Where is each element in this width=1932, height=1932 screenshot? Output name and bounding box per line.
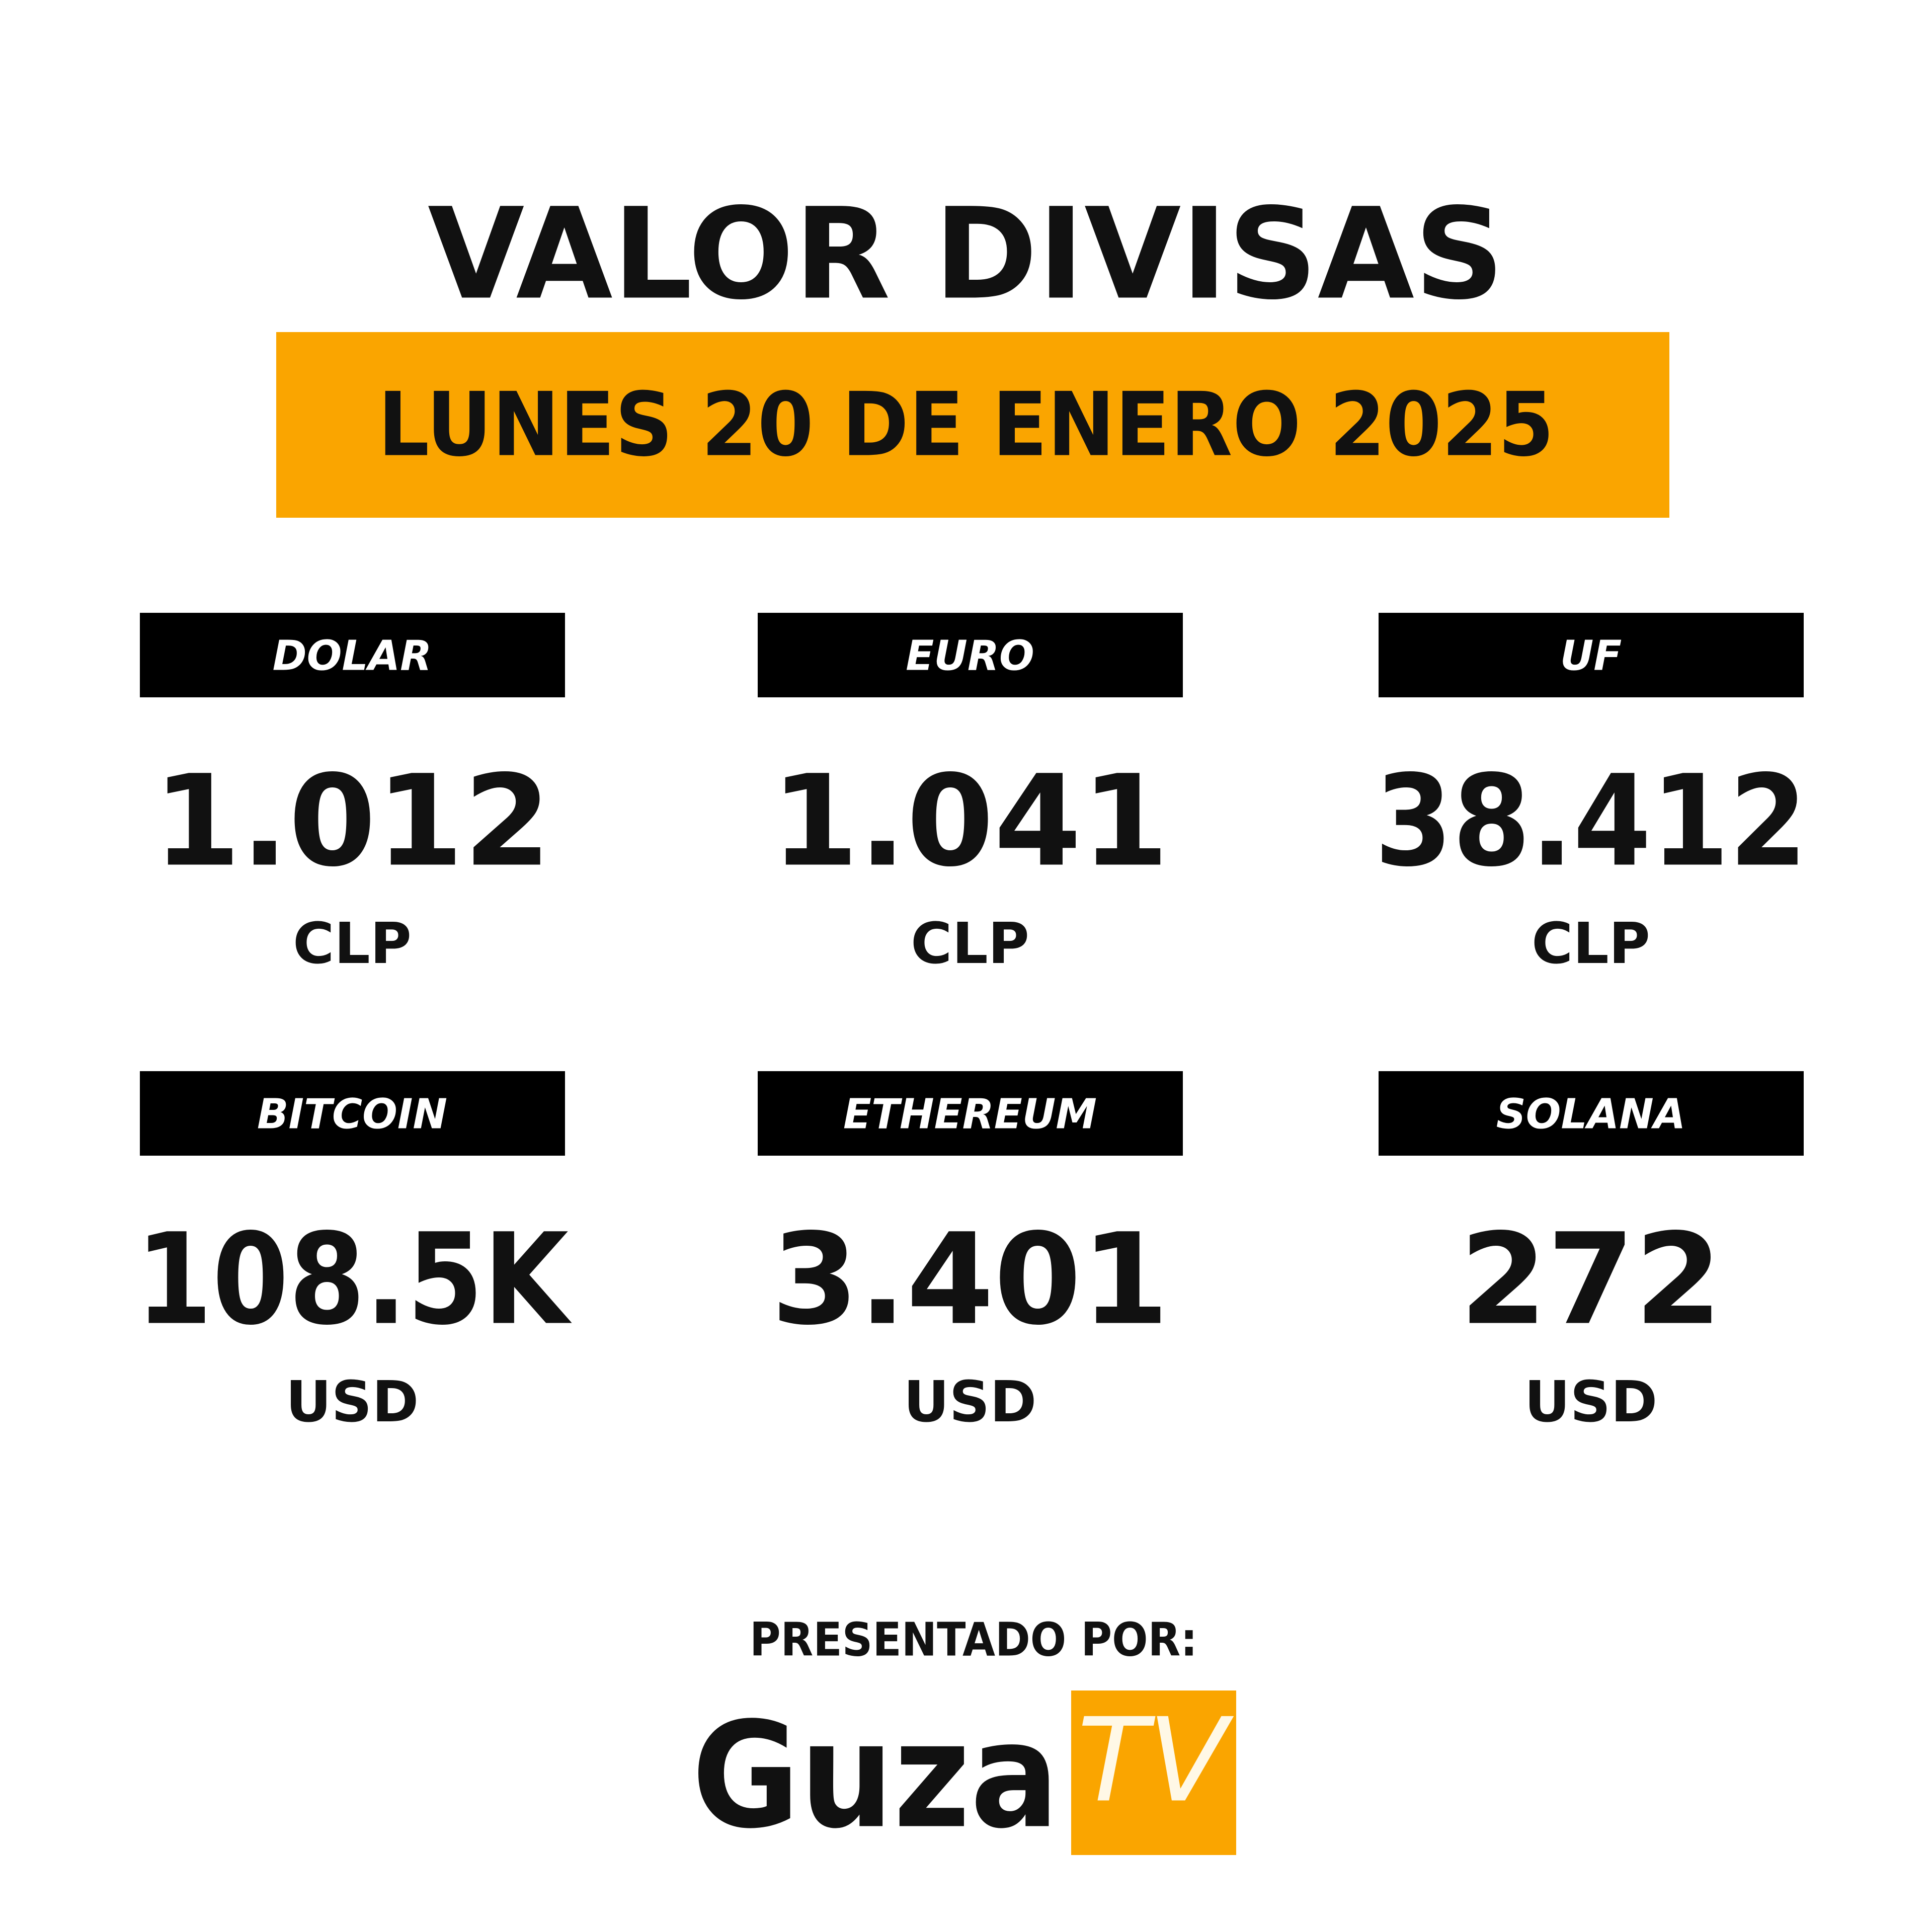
item-unit: CLP bbox=[1532, 911, 1650, 977]
brand-box bbox=[1071, 1691, 1236, 1855]
item-value: 1.041 bbox=[771, 748, 1169, 895]
item-value: 3.401 bbox=[771, 1206, 1169, 1353]
item-name: UF bbox=[1560, 632, 1622, 680]
item-label-box bbox=[1379, 613, 1804, 697]
item-label-box bbox=[758, 613, 1183, 697]
item-label-box bbox=[758, 1071, 1183, 1156]
item-value: 1.012 bbox=[153, 748, 551, 895]
date: LUNES 20 DE ENERO 2025 bbox=[378, 374, 1554, 476]
item-label-box bbox=[1379, 1071, 1804, 1156]
item-unit: CLP bbox=[911, 911, 1029, 977]
item-name: ETHEREUM bbox=[843, 1091, 1097, 1139]
item-name: BITCOIN bbox=[257, 1091, 447, 1139]
item-value: 272 bbox=[1460, 1206, 1722, 1353]
date-banner bbox=[276, 332, 1669, 518]
brand-tag: TV bbox=[1077, 1694, 1234, 1828]
brand: Guza bbox=[692, 1692, 1059, 1861]
item-unit: USD bbox=[904, 1370, 1037, 1435]
item-name: SOLANA bbox=[1496, 1091, 1686, 1139]
item-unit: USD bbox=[286, 1370, 419, 1435]
item-unit: USD bbox=[1524, 1370, 1658, 1435]
item-name: DOLAR bbox=[273, 632, 432, 680]
item-value: 38.412 bbox=[1375, 748, 1807, 895]
item-label-box bbox=[140, 1071, 565, 1156]
item-value: 108.5K bbox=[136, 1206, 572, 1353]
item-unit: CLP bbox=[293, 911, 412, 977]
title: VALOR DIVISAS bbox=[428, 181, 1504, 328]
item-label-box bbox=[140, 613, 565, 697]
presented-by: PRESENTADO POR: bbox=[750, 1613, 1197, 1667]
item-name: EURO bbox=[906, 632, 1034, 680]
items: DOLAR 1.012 CLP EURO 1.041 CLP UF 38.412 CLP BITC… bbox=[136, 613, 1807, 1435]
